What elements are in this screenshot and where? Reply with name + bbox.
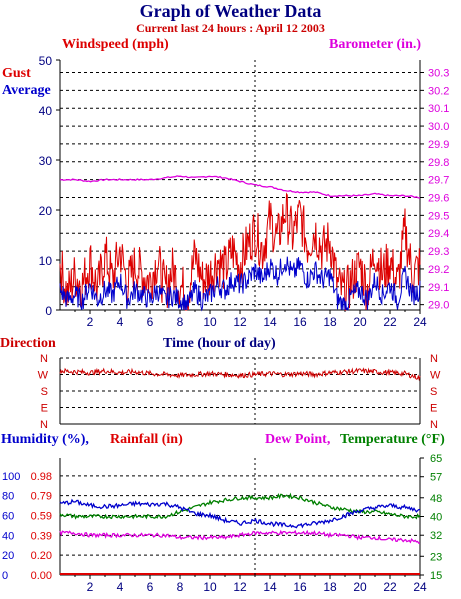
humidity-x-tick-label-8: 8 bbox=[177, 580, 184, 594]
barometer-tick-label: 29.6 bbox=[428, 193, 449, 205]
wind-x-tick-label-18: 18 bbox=[323, 315, 337, 329]
barometer-tick-label: 30.1 bbox=[428, 103, 449, 115]
rainfall-tick-label: 0.39 bbox=[31, 530, 52, 542]
wind-x-tick-label-14: 14 bbox=[263, 315, 277, 329]
average-line bbox=[59, 256, 421, 312]
wind-x-tick-label-6: 6 bbox=[147, 315, 154, 329]
barometer-tick-label: 29.9 bbox=[428, 139, 449, 151]
humidity-x-tick-label-12: 12 bbox=[233, 580, 247, 594]
barometer-tick-label: 29.0 bbox=[428, 300, 449, 312]
direction-line bbox=[59, 367, 421, 382]
temperature-tick-label: 15 bbox=[430, 570, 442, 582]
rainfall-tick-label: 0.20 bbox=[31, 550, 52, 562]
barometer-tick-label: 30.3 bbox=[428, 68, 449, 80]
wind-x-tick-label-22: 22 bbox=[383, 315, 397, 329]
humidity-tick-label: 0 bbox=[2, 570, 8, 582]
temperature-tick-label: 57 bbox=[430, 472, 442, 484]
windspeed-tick-label: 10 bbox=[39, 254, 53, 268]
page-title: Graph of Weather Data bbox=[139, 1, 322, 21]
windspeed-tick-label: 30 bbox=[39, 154, 53, 168]
temperature-tick-label: 48 bbox=[430, 493, 442, 505]
gust-legend: Gust bbox=[2, 66, 31, 81]
rainfall-tick-label: 0.79 bbox=[31, 491, 52, 503]
dewpoint-legend: Dew Point, bbox=[265, 432, 331, 447]
direction-right-label: S bbox=[430, 386, 437, 398]
barometer-tick-label: 29.4 bbox=[428, 228, 449, 240]
barometer-tick-label: 30.0 bbox=[428, 121, 449, 133]
temperature-tick-label: 65 bbox=[430, 453, 442, 465]
direction-left-label: E bbox=[41, 403, 48, 415]
rainfall-tick-label: 0.00 bbox=[31, 570, 52, 582]
barometer-label: Barometer (in.) bbox=[329, 37, 422, 52]
wind-x-tick-label-24: 24 bbox=[413, 315, 427, 329]
barometer-tick-label: 29.8 bbox=[428, 157, 449, 169]
humidity-x-tick-label-20: 20 bbox=[353, 580, 367, 594]
dewpoint-line bbox=[59, 529, 421, 544]
humidity-tick-label: 20 bbox=[2, 550, 14, 562]
humidity-x-tick-label-2: 2 bbox=[87, 580, 94, 594]
windspeed-label: Windspeed (mph) bbox=[62, 37, 169, 52]
windspeed-tick-label: 0 bbox=[45, 304, 52, 318]
humidity-tick-label: 40 bbox=[2, 530, 14, 542]
wind-x-tick-label-16: 16 bbox=[293, 315, 307, 329]
page-subtitle: Current last 24 hours : April 12 2003 bbox=[136, 21, 325, 35]
barometer-tick-label: 30.2 bbox=[428, 85, 449, 97]
barometer-tick-label: 29.5 bbox=[428, 210, 449, 222]
direction-right-label: N bbox=[430, 353, 438, 365]
humidity-x-tick-label-22: 22 bbox=[383, 580, 397, 594]
direction-label: Direction bbox=[0, 336, 56, 351]
direction-left-label: S bbox=[41, 386, 48, 398]
windspeed-tick-label: 50 bbox=[39, 54, 53, 68]
direction-right-label: W bbox=[430, 370, 441, 382]
windspeed-tick-label: 40 bbox=[39, 104, 53, 118]
direction-left-label: W bbox=[38, 370, 49, 382]
barometer-tick-label: 29.2 bbox=[428, 264, 449, 276]
humidity-x-tick-label-16: 16 bbox=[293, 580, 307, 594]
wind-x-tick-label-2: 2 bbox=[87, 315, 94, 329]
rainfall-tick-label: 0.98 bbox=[31, 471, 52, 483]
wind-x-tick-label-10: 10 bbox=[203, 315, 217, 329]
rainfall-tick-label: 0.59 bbox=[31, 511, 52, 523]
humidity-tick-label: 60 bbox=[2, 511, 14, 523]
temperature-line bbox=[59, 492, 421, 520]
time-axis-label: Time (hour of day) bbox=[163, 336, 276, 351]
rainfall-legend: Rainfall (in) bbox=[110, 432, 183, 447]
direction-left-label: N bbox=[40, 419, 48, 431]
temperature-tick-label: 23 bbox=[430, 551, 442, 563]
humidity-x-tick-label-14: 14 bbox=[263, 580, 277, 594]
direction-right-label: N bbox=[430, 419, 438, 431]
humidity-x-tick-label-6: 6 bbox=[147, 580, 154, 594]
barometer-tick-label: 29.3 bbox=[428, 246, 449, 258]
windspeed-tick-label: 20 bbox=[39, 204, 53, 218]
barometer-tick-label: 29.1 bbox=[428, 282, 449, 294]
wind-x-tick-label-12: 12 bbox=[233, 315, 247, 329]
temperature-tick-label: 32 bbox=[430, 530, 442, 542]
direction-left-label: N bbox=[40, 353, 48, 365]
humidity-legend: Humidity (%), bbox=[1, 432, 89, 447]
wind-x-tick-label-8: 8 bbox=[177, 315, 184, 329]
humidity-tick-label: 100 bbox=[2, 471, 20, 483]
humidity-x-tick-label-10: 10 bbox=[203, 580, 217, 594]
wind-x-tick-label-20: 20 bbox=[353, 315, 367, 329]
humidity-line bbox=[59, 498, 421, 529]
barometer-tick-label: 29.7 bbox=[428, 175, 449, 187]
temperature-legend: Temperature (°F) bbox=[340, 432, 445, 447]
barometer-line bbox=[59, 175, 421, 199]
wind-x-tick-label-4: 4 bbox=[117, 315, 124, 329]
humidity-x-tick-label-24: 24 bbox=[413, 580, 427, 594]
humidity-x-tick-label-18: 18 bbox=[323, 580, 337, 594]
direction-right-label: E bbox=[430, 403, 437, 415]
temperature-tick-label: 40 bbox=[430, 512, 442, 524]
humidity-x-tick-label-4: 4 bbox=[117, 580, 124, 594]
average-legend: Average bbox=[2, 83, 51, 98]
humidity-tick-label: 80 bbox=[2, 491, 14, 503]
